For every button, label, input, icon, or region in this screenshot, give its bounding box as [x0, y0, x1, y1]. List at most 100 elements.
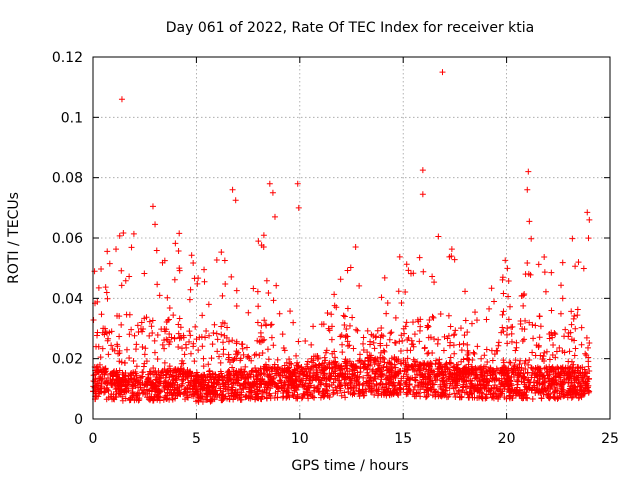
data-point [513, 344, 520, 351]
data-point [217, 368, 224, 375]
data-point [463, 374, 470, 381]
data-point [464, 390, 471, 397]
data-point [364, 327, 371, 334]
data-point [395, 288, 402, 295]
data-point [161, 359, 168, 366]
data-point [378, 332, 385, 339]
data-point [517, 357, 524, 364]
data-point [418, 378, 425, 385]
data-point [206, 332, 213, 339]
data-point [356, 351, 363, 358]
data-point [482, 363, 489, 370]
data-point [194, 280, 201, 287]
data-point [314, 374, 321, 381]
data-point [379, 354, 386, 361]
data-point [456, 394, 463, 401]
data-point [302, 379, 309, 386]
data-point [376, 362, 383, 369]
data-point [553, 348, 560, 355]
data-point [388, 329, 395, 336]
outlier-point [352, 244, 359, 251]
data-point [104, 248, 111, 255]
data-point [158, 326, 165, 333]
data-point [541, 375, 548, 382]
data-point [106, 260, 113, 267]
data-point [374, 355, 381, 362]
data-point [579, 364, 586, 371]
data-point [491, 351, 498, 358]
data-point [487, 371, 494, 378]
data-point [552, 331, 559, 338]
data-point [208, 355, 215, 362]
data-point [445, 332, 452, 339]
data-point [288, 361, 295, 368]
data-point [332, 358, 339, 365]
data-point [411, 368, 418, 375]
data-point [583, 385, 590, 392]
data-point [94, 363, 101, 370]
data-point [239, 341, 246, 348]
data-point [568, 308, 575, 315]
data-point [255, 238, 262, 245]
data-point [305, 384, 312, 391]
data-point [213, 330, 220, 337]
data-point [567, 329, 574, 336]
data-point [406, 376, 413, 383]
data-point [385, 385, 392, 392]
data-point [116, 347, 123, 354]
data-point [571, 337, 578, 344]
data-point [231, 355, 238, 362]
data-point [276, 371, 283, 378]
data-point [152, 368, 159, 375]
outlier-point [525, 168, 532, 175]
data-point [383, 342, 390, 349]
data-point [218, 249, 225, 256]
data-point [446, 373, 453, 380]
data-point [248, 387, 255, 394]
data-point [574, 312, 581, 319]
data-point [396, 386, 403, 393]
data-point [206, 376, 213, 383]
data-point [405, 386, 412, 393]
data-point [258, 333, 265, 340]
data-point [164, 317, 171, 324]
data-point [546, 335, 553, 342]
data-point [175, 373, 182, 380]
data-point [176, 368, 183, 375]
data-point [500, 328, 507, 335]
data-point [504, 325, 511, 332]
data-point [166, 374, 173, 381]
data-point [573, 376, 580, 383]
data-point [465, 350, 472, 357]
data-point [309, 377, 316, 384]
data-point [340, 374, 347, 381]
data-point [225, 368, 232, 375]
data-point [396, 381, 403, 388]
data-point [125, 373, 132, 380]
data-point [374, 327, 381, 334]
data-point [311, 394, 318, 401]
data-point [573, 389, 580, 396]
data-point [559, 259, 566, 266]
data-point [297, 378, 304, 385]
data-point [543, 391, 550, 398]
outlier-point [118, 96, 125, 103]
data-point [431, 336, 438, 343]
data-point [163, 336, 170, 343]
y-tick-label: 0.12 [52, 50, 83, 66]
data-point [286, 379, 293, 386]
data-point [536, 334, 543, 341]
data-point [387, 330, 394, 337]
data-point [161, 384, 168, 391]
data-point [233, 302, 240, 309]
data-point [214, 336, 221, 343]
data-point [314, 384, 321, 391]
data-point [206, 368, 213, 375]
data-point [225, 377, 232, 384]
data-point [178, 360, 185, 367]
data-point [544, 384, 551, 391]
data-point [580, 265, 587, 272]
data-point [427, 374, 434, 381]
data-point [274, 356, 281, 363]
data-point [378, 294, 385, 301]
